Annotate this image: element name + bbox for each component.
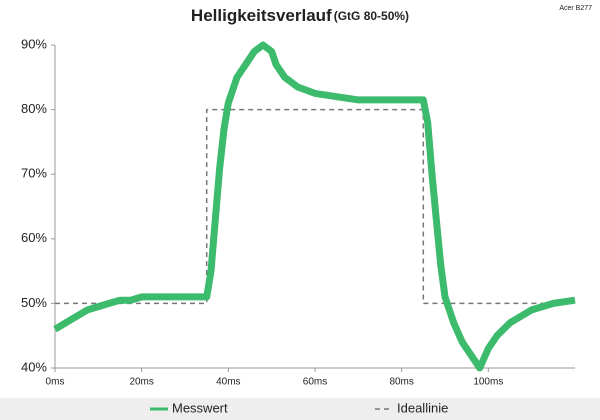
subtitle: (GtG 80-50%) (334, 9, 409, 23)
x-tick-label: 60ms (303, 377, 327, 388)
legend-label: Ideallinie (397, 400, 448, 415)
x-tick-label: 80ms (389, 377, 413, 388)
legend-label: Messwert (172, 400, 228, 415)
title: Helligkeitsverlauf (191, 6, 332, 25)
y-tick-label: 80% (21, 101, 47, 116)
y-tick-label: 90% (21, 36, 47, 51)
legend-band (0, 398, 600, 420)
x-tick-label: 0ms (46, 377, 65, 388)
series-line (55, 108, 575, 305)
y-tick-label: 70% (21, 166, 47, 181)
x-tick-label: 100ms (473, 377, 503, 388)
x-tick-label: 20ms (129, 377, 153, 388)
chart-title: Helligkeitsverlauf (GtG 80-50%) (191, 6, 409, 25)
x-tick-label: 40ms (216, 377, 240, 388)
y-tick-label: 40% (21, 359, 47, 374)
corner-note: Acer B277 (559, 5, 592, 12)
y-tick-label: 50% (21, 295, 47, 310)
series-line (53, 41, 576, 372)
y-tick-label: 60% (21, 230, 47, 245)
